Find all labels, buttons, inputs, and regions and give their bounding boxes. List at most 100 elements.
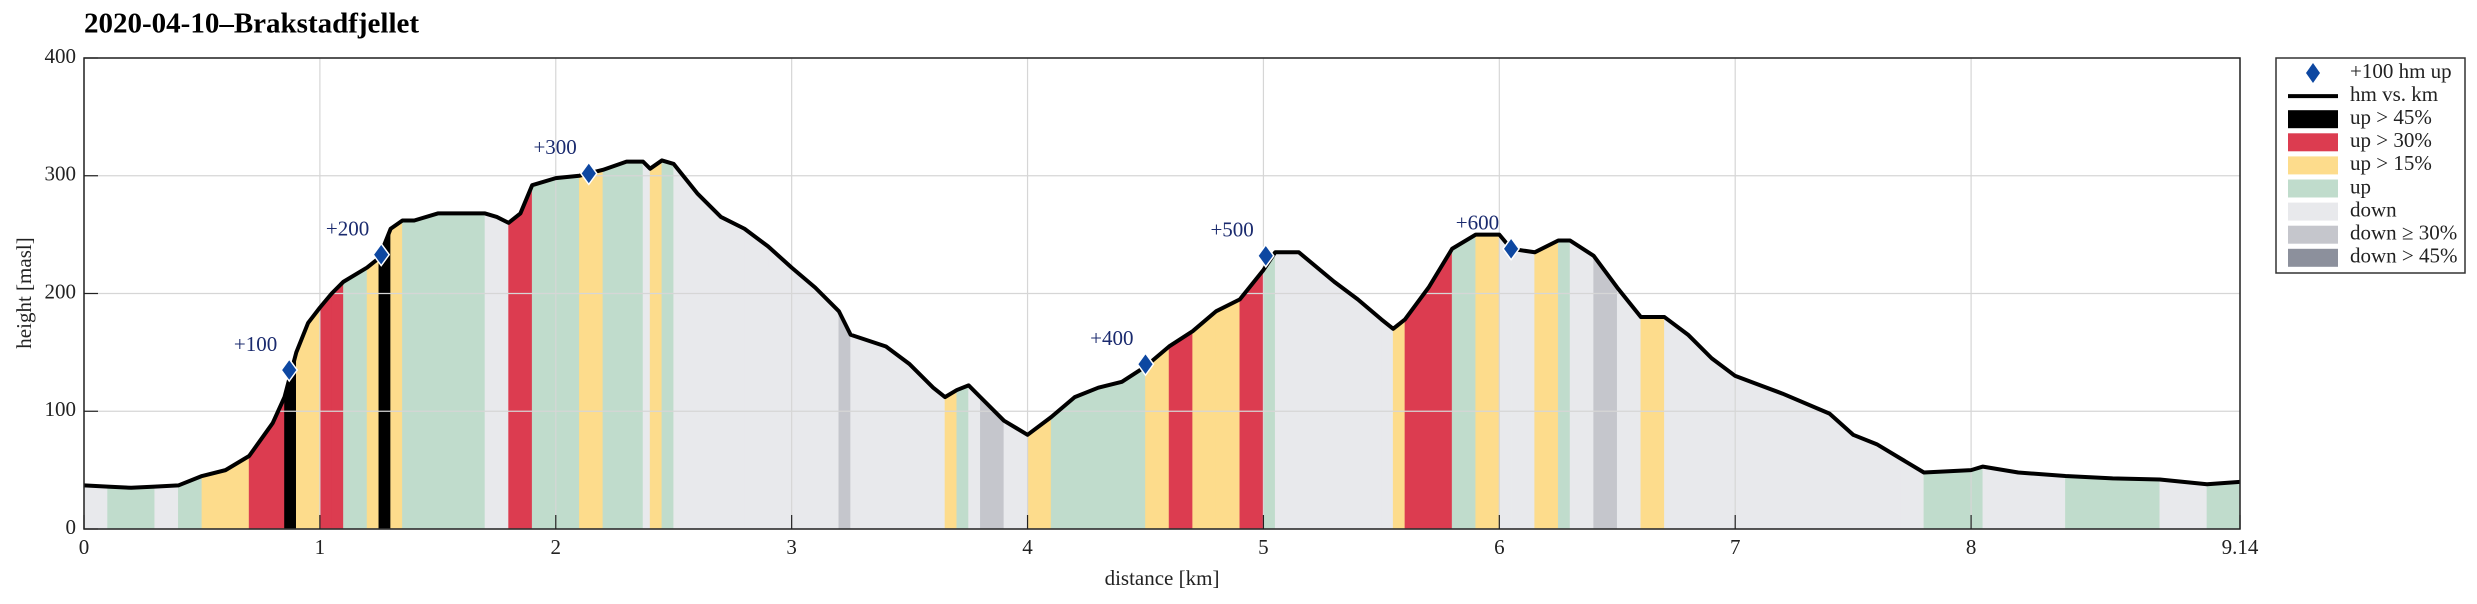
- slope-band: [307, 306, 321, 530]
- slope-band: [1982, 466, 2019, 530]
- x-tick-label: 4: [1022, 535, 1033, 559]
- slope-band: [1192, 310, 1217, 530]
- legend-marker: [2306, 63, 2320, 83]
- slope-band: [1534, 240, 1559, 530]
- milestone-marker: [1256, 243, 1275, 269]
- slope-band: [2159, 479, 2208, 530]
- legend-swatch: [2288, 248, 2338, 267]
- slope-band: [520, 185, 533, 530]
- slope-band: [1168, 330, 1193, 530]
- slope-band: [1640, 316, 1665, 530]
- legend-label: up > 15%: [2350, 151, 2432, 175]
- slope-band: [1593, 254, 1618, 530]
- legend-label: down > 45%: [2350, 244, 2458, 268]
- slope-band: [767, 245, 792, 530]
- slope-band: [1499, 233, 1512, 530]
- slope-band: [1616, 286, 1642, 530]
- x-axis-label: distance [km]: [1105, 566, 1220, 590]
- slope-band: [2112, 478, 2161, 530]
- slope-band: [720, 216, 745, 530]
- legend-swatch: [2288, 179, 2338, 198]
- slope-band: [413, 213, 439, 530]
- slope-band: [838, 311, 851, 530]
- slope-band: [602, 161, 627, 530]
- legend-swatch: [2288, 225, 2338, 244]
- slope-band: [531, 177, 557, 530]
- slope-band: [885, 345, 910, 530]
- milestone-label: +300: [533, 135, 576, 159]
- slope-band: [201, 469, 226, 530]
- y-tick-label: 200: [45, 279, 77, 303]
- y-tick-label: 300: [45, 162, 77, 186]
- slope-band: [1381, 318, 1394, 530]
- slope-band: [1404, 286, 1429, 530]
- slope-band: [1050, 396, 1076, 530]
- x-tick-label: 9.14: [2222, 535, 2259, 559]
- legend-label: down: [2350, 197, 2397, 221]
- x-tick-label: 2: [551, 535, 562, 559]
- slope-band: [378, 228, 391, 530]
- x-tick-label: 7: [1730, 535, 1741, 559]
- milestone-label: +100: [234, 332, 277, 356]
- slope-band: [1734, 375, 1783, 530]
- slope-band: [1711, 357, 1736, 530]
- slope-band: [1687, 333, 1712, 530]
- slope-band: [791, 266, 816, 530]
- slope-band: [1239, 269, 1264, 530]
- slope-band: [1782, 393, 1830, 530]
- milestone-label: +500: [1210, 218, 1253, 242]
- slope-band: [154, 485, 179, 530]
- milestone-label: +600: [1456, 211, 1499, 235]
- slope-band: [1852, 434, 1878, 530]
- x-tick-label: 8: [1966, 535, 1977, 559]
- slope-band: [107, 486, 132, 530]
- x-tick-label: 5: [1258, 535, 1269, 559]
- slope-band: [461, 213, 486, 530]
- milestone-marker: [280, 357, 299, 383]
- legend-swatch: [2288, 133, 2338, 152]
- slope-band: [1392, 318, 1406, 530]
- slope-band: [642, 160, 651, 530]
- slope-band: [1074, 387, 1099, 530]
- slope-band: [1121, 365, 1146, 530]
- slope-band: [1333, 281, 1359, 530]
- x-tick-label: 1: [315, 535, 326, 559]
- x-tick-label: 6: [1494, 535, 1505, 559]
- slope-band: [130, 486, 156, 530]
- slope-band: [1003, 420, 1028, 530]
- milestone-marker: [372, 242, 391, 267]
- legend-label: +100 hm up: [2350, 59, 2452, 83]
- y-tick-label: 100: [45, 397, 77, 421]
- slope-band: [932, 387, 946, 530]
- slope-band: [402, 220, 415, 530]
- legend-label: down ≥ 30%: [2350, 221, 2457, 245]
- slope-band: [968, 384, 981, 530]
- slope-band: [437, 213, 462, 530]
- slope-band: [1145, 345, 1170, 530]
- legend-swatch: [2288, 156, 2338, 175]
- milestone-label: +200: [326, 216, 369, 240]
- slope-band: [390, 219, 403, 530]
- milestone-marker: [1136, 351, 1155, 377]
- slope-band: [1510, 248, 1536, 530]
- slope-band: [697, 192, 722, 530]
- slope-band: [1451, 234, 1477, 530]
- slope-band: [1664, 316, 1689, 530]
- x-tick-label: 0: [79, 535, 90, 559]
- slope-band: [1357, 298, 1382, 530]
- milestone-marker: [1502, 236, 1521, 262]
- slope-band: [909, 363, 934, 530]
- y-axis-label: height [masl]: [12, 237, 36, 348]
- slope-band: [1557, 240, 1571, 530]
- slope-band: [496, 216, 509, 530]
- slope-band: [626, 161, 644, 530]
- legend-label: hm vs. km: [2350, 82, 2438, 106]
- legend-label: up > 45%: [2350, 105, 2432, 129]
- slope-band: [484, 213, 498, 530]
- slope-band: [1475, 234, 1500, 530]
- slope-band: [2206, 481, 2241, 530]
- slope-band: [1923, 469, 1972, 530]
- slope-band: [331, 281, 344, 530]
